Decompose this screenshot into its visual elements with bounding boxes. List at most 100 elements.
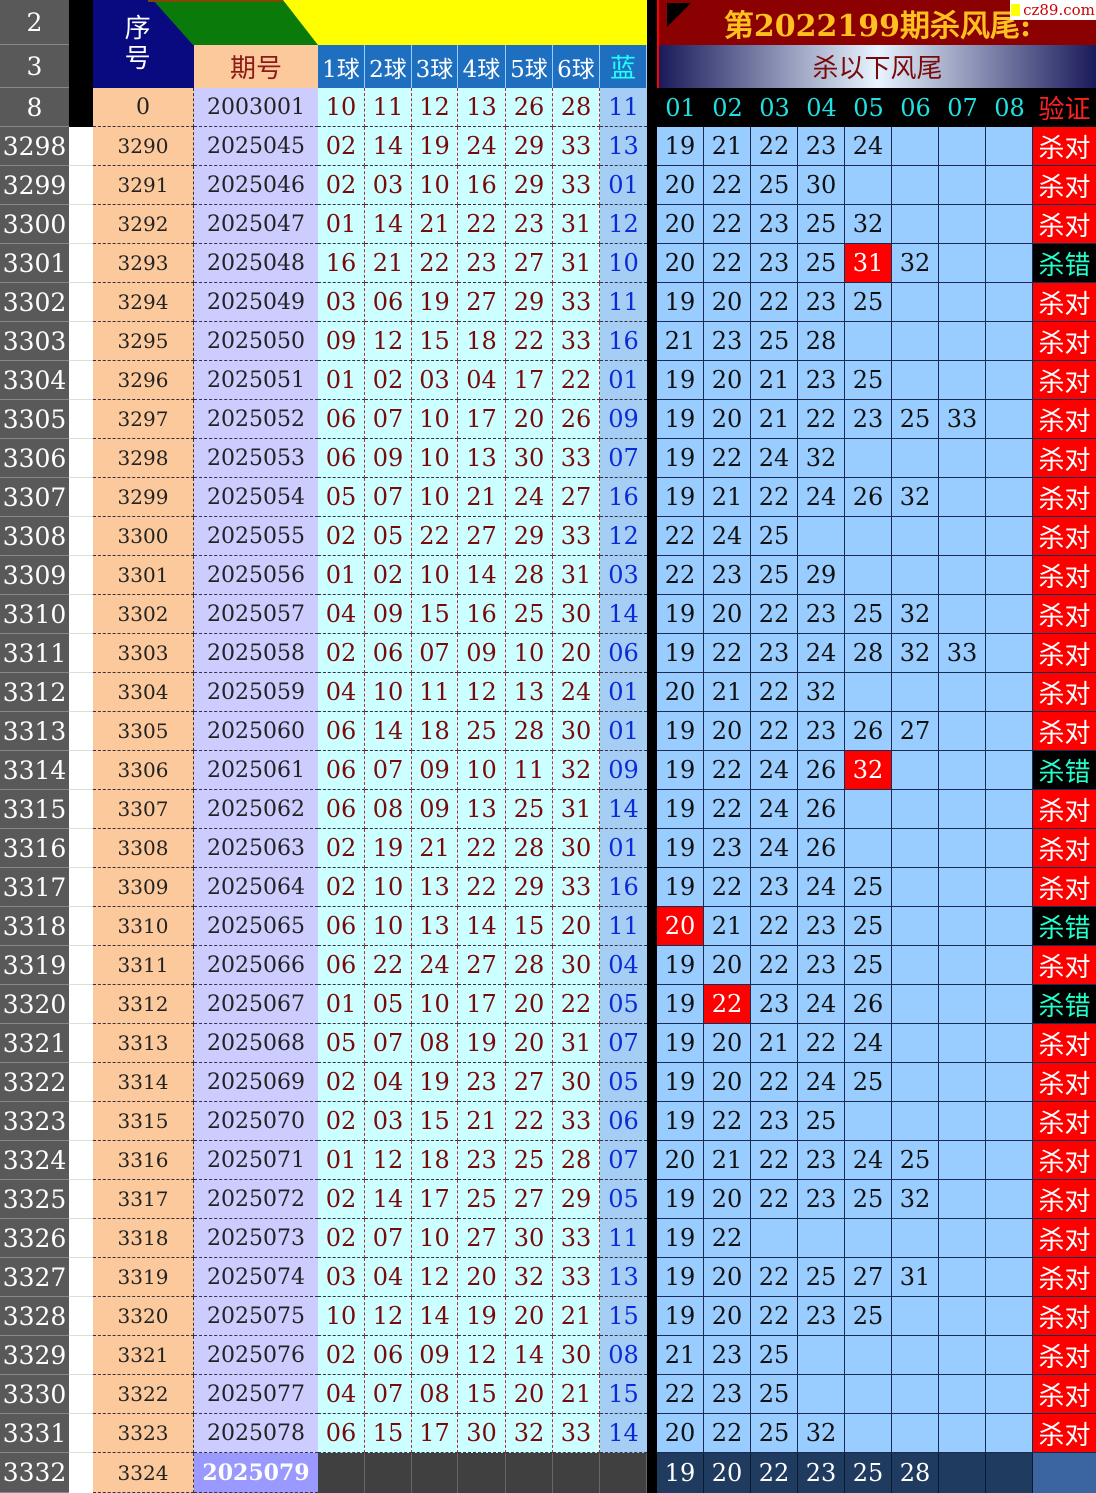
- ball-cell[interactable]: 10: [412, 556, 458, 595]
- kill-cell[interactable]: 22: [657, 556, 704, 595]
- ball-cell[interactable]: 29: [506, 868, 553, 907]
- kill-cell[interactable]: 23: [751, 985, 798, 1024]
- kill-cell[interactable]: 25: [845, 361, 892, 400]
- ball-cell[interactable]: 06: [318, 790, 365, 829]
- kill-cell[interactable]: [939, 1024, 986, 1063]
- ball-cell[interactable]: 22: [553, 361, 600, 400]
- ball-cell[interactable]: 24: [553, 673, 600, 712]
- ball-cell[interactable]: 20: [506, 1024, 553, 1063]
- kill-cell[interactable]: 21: [704, 478, 751, 517]
- verify-cell[interactable]: 杀错: [1033, 907, 1096, 946]
- kill-cell[interactable]: [939, 712, 986, 751]
- kill-cell[interactable]: 22: [751, 712, 798, 751]
- kill-cell[interactable]: 33: [939, 634, 986, 673]
- row-header[interactable]: 3325: [0, 1180, 69, 1219]
- kill-cell[interactable]: [892, 322, 939, 361]
- ball-cell[interactable]: 18: [412, 712, 458, 751]
- kill-cell[interactable]: [986, 127, 1033, 166]
- kill-cell[interactable]: [939, 790, 986, 829]
- kill-cell[interactable]: 25: [845, 946, 892, 985]
- row-header[interactable]: 3319: [0, 946, 69, 985]
- kill-cell[interactable]: 23: [798, 1453, 845, 1493]
- kill-cell[interactable]: 23: [798, 595, 845, 634]
- kill-cell[interactable]: [892, 1063, 939, 1102]
- blue-ball-cell[interactable]: 04: [600, 946, 647, 985]
- kill-cell[interactable]: [986, 322, 1033, 361]
- kill-cell[interactable]: 28: [845, 634, 892, 673]
- kill-cell[interactable]: [986, 361, 1033, 400]
- kill-cell[interactable]: 32: [892, 1180, 939, 1219]
- kill-cell[interactable]: 32: [892, 478, 939, 517]
- row-header[interactable]: 3320: [0, 985, 69, 1024]
- ball-cell[interactable]: 07: [365, 751, 412, 790]
- verify-cell[interactable]: 杀对: [1033, 1063, 1096, 1102]
- kill-cell[interactable]: [986, 478, 1033, 517]
- kill-cell[interactable]: [892, 205, 939, 244]
- kill-cell[interactable]: 25: [845, 283, 892, 322]
- kill-cell[interactable]: 32: [798, 673, 845, 712]
- ball-cell[interactable]: 08: [365, 790, 412, 829]
- kill-cell[interactable]: [845, 673, 892, 712]
- kill-cell[interactable]: 22: [751, 127, 798, 166]
- kill-cell[interactable]: [986, 1414, 1033, 1453]
- kill-cell[interactable]: 24: [704, 517, 751, 556]
- ball-cell[interactable]: 14: [458, 907, 506, 946]
- kill-cell[interactable]: 23: [798, 361, 845, 400]
- ball-cell[interactable]: 06: [318, 712, 365, 751]
- ball-cell[interactable]: 05: [318, 1024, 365, 1063]
- ball-cell[interactable]: 10: [506, 634, 553, 673]
- kill-cell[interactable]: 19: [657, 1180, 704, 1219]
- kill-cell[interactable]: [892, 283, 939, 322]
- seq-cell[interactable]: 3310: [93, 907, 194, 946]
- ball-cell[interactable]: 09: [365, 595, 412, 634]
- ball-cell[interactable]: 14: [506, 1336, 553, 1375]
- kill-cell[interactable]: 22: [798, 1024, 845, 1063]
- ball-cell[interactable]: 31: [553, 205, 600, 244]
- kill-cell[interactable]: 19: [657, 790, 704, 829]
- period-cell[interactable]: 2025055: [194, 517, 318, 556]
- kill-cell[interactable]: 19: [657, 634, 704, 673]
- kill-cell[interactable]: 23: [751, 868, 798, 907]
- verify-cell[interactable]: 杀对: [1033, 1219, 1096, 1258]
- kill-cell[interactable]: 22: [657, 517, 704, 556]
- period-cell[interactable]: 2025056: [194, 556, 318, 595]
- ball-cell[interactable]: 19: [412, 283, 458, 322]
- kill-cell[interactable]: 22: [751, 1453, 798, 1493]
- ball-cell[interactable]: 20: [506, 400, 553, 439]
- ball-cell[interactable]: 02: [318, 1063, 365, 1102]
- empty-ball-cell[interactable]: [365, 1453, 412, 1493]
- ball-cell[interactable]: 30: [553, 829, 600, 868]
- kill-cell[interactable]: [845, 1375, 892, 1414]
- seq-cell[interactable]: 3295: [93, 322, 194, 361]
- verify-cell[interactable]: 杀对: [1033, 205, 1096, 244]
- row-header[interactable]: 3309: [0, 556, 69, 595]
- kill-cell[interactable]: 26: [798, 790, 845, 829]
- period-cell[interactable]: 2025070: [194, 1102, 318, 1141]
- verify-cell[interactable]: 杀对: [1033, 595, 1096, 634]
- row-header[interactable]: 3315: [0, 790, 69, 829]
- kill-cell[interactable]: [986, 1063, 1033, 1102]
- kill-cell[interactable]: [939, 1141, 986, 1180]
- kill-cell[interactable]: 25: [845, 1297, 892, 1336]
- seq-cell[interactable]: 3312: [93, 985, 194, 1024]
- kill-cell[interactable]: [986, 1180, 1033, 1219]
- ball-cell[interactable]: 02: [318, 868, 365, 907]
- period-cell[interactable]: 2025058: [194, 634, 318, 673]
- row-header[interactable]: 3312: [0, 673, 69, 712]
- kill-cell[interactable]: 19: [657, 283, 704, 322]
- kill-cell[interactable]: 32: [892, 595, 939, 634]
- kill-cell[interactable]: [986, 1297, 1033, 1336]
- row-header[interactable]: 3298: [0, 127, 69, 166]
- period-cell[interactable]: 2025073: [194, 1219, 318, 1258]
- kill-cell[interactable]: [845, 1336, 892, 1375]
- kill-cell[interactable]: [892, 1102, 939, 1141]
- ball-cell[interactable]: 05: [318, 478, 365, 517]
- kill-cell[interactable]: 20: [704, 712, 751, 751]
- kill-cell[interactable]: [892, 829, 939, 868]
- ball-cell[interactable]: 22: [458, 205, 506, 244]
- blue-ball-cell[interactable]: 15: [600, 1297, 647, 1336]
- period-cell[interactable]: 2025078: [194, 1414, 318, 1453]
- kill-cell[interactable]: 25: [751, 517, 798, 556]
- period-cell[interactable]: 2025069: [194, 1063, 318, 1102]
- ball-cell[interactable]: 30: [458, 1414, 506, 1453]
